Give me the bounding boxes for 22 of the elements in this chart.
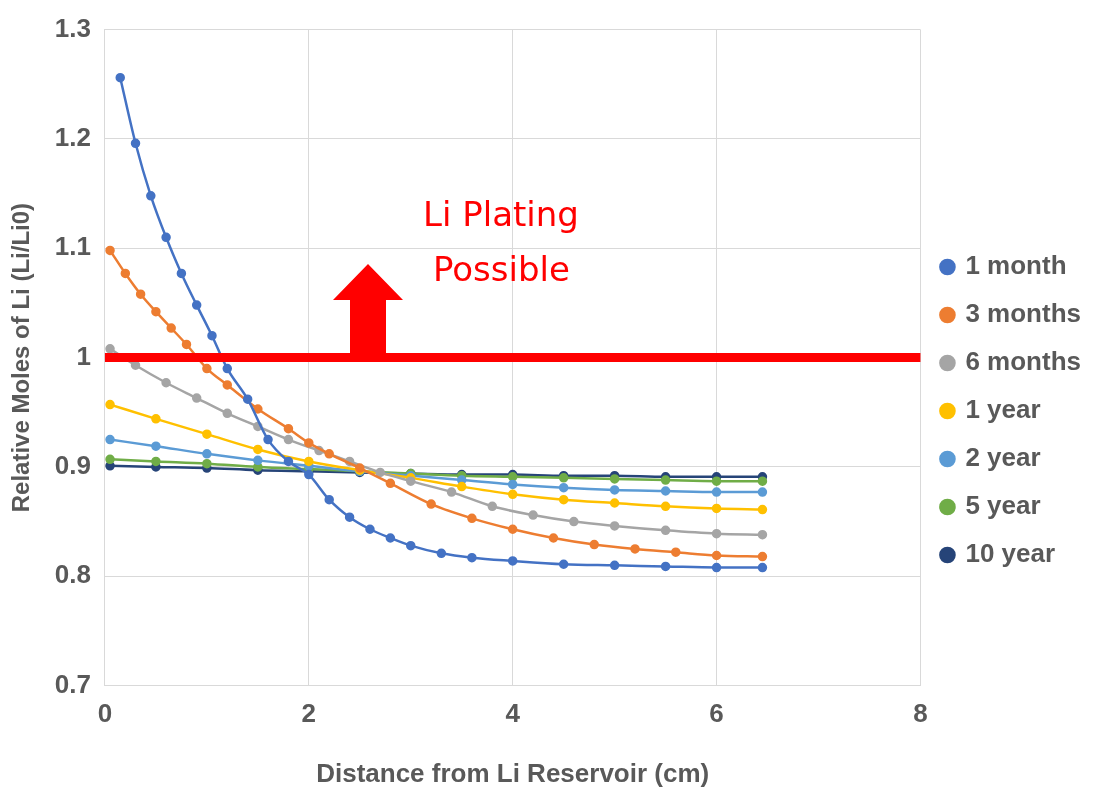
- legend-label: 2 year: [965, 442, 1041, 473]
- legend-label: 6 months: [965, 346, 1082, 377]
- legend-label: 1 year: [965, 394, 1041, 425]
- y-tick-label: 1.3: [54, 12, 91, 43]
- y-tick-label: 1.1: [54, 231, 91, 262]
- x-tick-label: 6: [709, 698, 724, 729]
- y-axis-title: Relative Moles of Li (Li/Li0): [7, 202, 35, 513]
- y-tick-label: 0.7: [54, 668, 91, 699]
- legend-label: 5 year: [965, 490, 1041, 521]
- x-tick-label: 2: [301, 698, 317, 729]
- legend-label: 10 year: [965, 538, 1056, 569]
- y-tick-label: 0.9: [54, 450, 91, 481]
- legend-label: 1 month: [965, 250, 1067, 281]
- annotation: Li Plating Possible: [422, 194, 579, 290]
- y-tick-label: 0.8: [54, 559, 91, 590]
- x-tick-label: 0: [97, 698, 113, 729]
- y-tick-label: 1: [76, 340, 91, 371]
- x-tick-label: 4: [505, 698, 521, 729]
- legend-label: 3 months: [965, 298, 1082, 329]
- y-tick-label: 1.2: [54, 122, 91, 153]
- x-axis-title: Distance from Li Reservoir (cm): [316, 757, 710, 788]
- x-tick-label: 8: [913, 698, 928, 729]
